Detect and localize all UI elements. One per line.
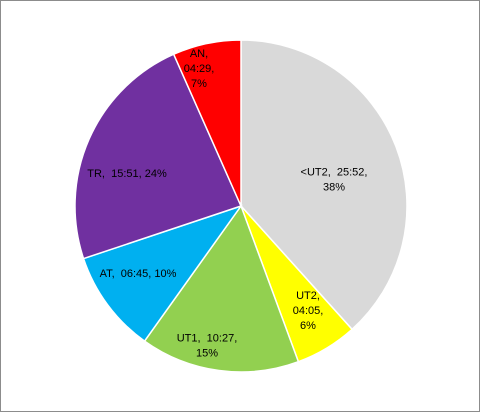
pie-slice-at (82, 204, 243, 343)
pie-slice-an (172, 39, 242, 207)
pie-slice-tr (74, 53, 243, 260)
data-label-tr: TR, 15:51, 24% (87, 168, 167, 180)
data-label-ut2: <UT2, 25:52, 38% (301, 167, 368, 194)
data-label-at: AT, 06:45, 10% (100, 268, 177, 280)
data-label-line: 6% (300, 320, 316, 332)
data-label-line: TR, 15:51, 24% (87, 168, 167, 180)
data-label-line: <UT2, 25:52, (301, 167, 368, 179)
pie-slice-ut2-lt (240, 39, 408, 331)
data-label-line: UT2, (296, 290, 320, 302)
data-label-line: 15% (196, 348, 218, 360)
data-label-line: 7% (191, 78, 207, 90)
data-label-ut2: UT2, 04:05, 6% (293, 290, 324, 332)
data-label-line: 04:05, (293, 305, 324, 317)
data-label-line: 04:29, (184, 63, 215, 75)
pie-labels: <UT2, 25:52, 38% UT2, 04:05, 6% UT1, 10:27, 15… (87, 48, 367, 360)
data-label-line: 38% (323, 182, 345, 194)
data-label-an: AN, 04:29, 7% (184, 48, 215, 90)
data-label-line: AT, 06:45, 10% (100, 268, 177, 280)
pie-slices (74, 39, 408, 373)
pie-slice-ut1 (143, 204, 300, 373)
data-label-ut1: UT1, 10:27, 15% (177, 333, 238, 360)
data-label-line: UT1, 10:27, (177, 333, 238, 345)
data-label-line: AN, (190, 48, 208, 60)
